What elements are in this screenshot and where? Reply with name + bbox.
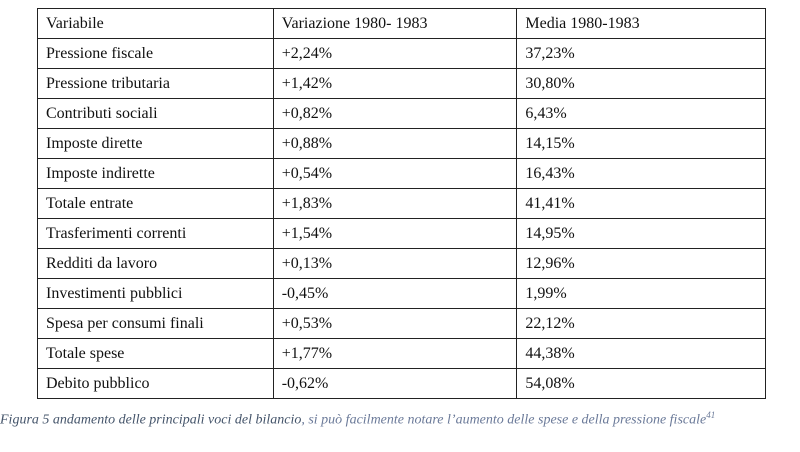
table-cell: Pressione tributaria xyxy=(37,68,274,99)
table-cell: +1,77% xyxy=(272,338,518,369)
table-cell: 41,41% xyxy=(516,188,766,219)
table-cell: +1,83% xyxy=(272,188,518,219)
table-cell: +0,13% xyxy=(272,248,518,279)
table-cell: Media 1980-1983 xyxy=(516,8,766,39)
table-row: Spesa per consumi finali +0,53% 22,12% xyxy=(37,308,766,339)
data-table: Variabile Variazione 1980- 1983 Media 1980… xyxy=(37,8,766,399)
table-cell: 14,95% xyxy=(516,218,766,249)
table-cell: 30,80% xyxy=(516,68,766,99)
table-cell: Pressione fiscale xyxy=(37,38,274,69)
table-cell: Trasferimenti correnti xyxy=(37,218,274,249)
table-cell: +1,42% xyxy=(272,68,518,99)
table-cell: Spesa per consumi finali xyxy=(37,308,274,339)
table-cell: +0,53% xyxy=(272,308,518,339)
table-row: Imposte indirette +0,54% 16,43% xyxy=(37,158,766,189)
table-cell: +0,54% xyxy=(272,158,518,189)
table-cell: Investimenti pubblici xyxy=(37,278,274,309)
table-cell: -0,62% xyxy=(272,368,518,399)
table-cell: Redditi da lavoro xyxy=(37,248,274,279)
table-row: Debito pubblico -0,62% 54,08% xyxy=(37,368,766,399)
table-row: Redditi da lavoro +0,13% 12,96% xyxy=(37,248,766,279)
table-cell: Debito pubblico xyxy=(37,368,274,399)
table-cell: Contributi sociali xyxy=(37,98,274,129)
table-cell: Variabile xyxy=(37,8,274,39)
table-cell: Totale spese xyxy=(37,338,274,369)
table-row: Totale entrate +1,83% 41,41% xyxy=(37,188,766,219)
table-cell: 44,38% xyxy=(516,338,766,369)
table-row: Trasferimenti correnti +1,54% 14,95% xyxy=(37,218,766,249)
table-cell: Totale entrate xyxy=(37,188,274,219)
table-cell: 22,12% xyxy=(516,308,766,339)
table-cell: 37,23% xyxy=(516,38,766,69)
table-cell: +1,54% xyxy=(272,218,518,249)
table-row: Pressione tributaria +1,42% 30,80% xyxy=(37,68,766,99)
table-cell: Variazione 1980- 1983 xyxy=(272,8,518,39)
table-cell: 6,43% xyxy=(516,98,766,129)
footnote-marker: 41 xyxy=(706,410,716,420)
table-cell: 16,43% xyxy=(516,158,766,189)
caption-text-continued: , si può facilmente notare l’aumento del… xyxy=(301,412,707,428)
table-cell: +0,88% xyxy=(272,128,518,159)
table-cell: Imposte dirette xyxy=(37,128,274,159)
table-cell: +0,82% xyxy=(272,98,518,129)
table-cell: 54,08% xyxy=(516,368,766,399)
table-cell: 14,15% xyxy=(516,128,766,159)
table-body: Variabile Variazione 1980- 1983 Media 1980… xyxy=(37,8,766,399)
table-cell: Imposte indirette xyxy=(37,158,274,189)
table-cell: -0,45% xyxy=(272,278,518,309)
table-row: Totale spese +1,77% 44,38% xyxy=(37,338,766,369)
table-row: Pressione fiscale +2,24% 37,23% xyxy=(37,38,766,69)
table-cell: 1,99% xyxy=(516,278,766,309)
caption-text: Figura 5 andamento delle principali voci… xyxy=(0,412,302,428)
caption: Figura 5 andamento delle principali voci… xyxy=(0,410,715,429)
table-row: Contributi sociali +0,82% 6,43% xyxy=(37,98,766,129)
header-row: Variabile Variazione 1980- 1983 Media 1980… xyxy=(37,8,766,39)
table-cell: 12,96% xyxy=(516,248,766,279)
table-cell: +2,24% xyxy=(272,38,518,69)
table-row: Investimenti pubblici -0,45% 1,99% xyxy=(37,278,766,309)
table-row: Imposte dirette +0,88% 14,15% xyxy=(37,128,766,159)
